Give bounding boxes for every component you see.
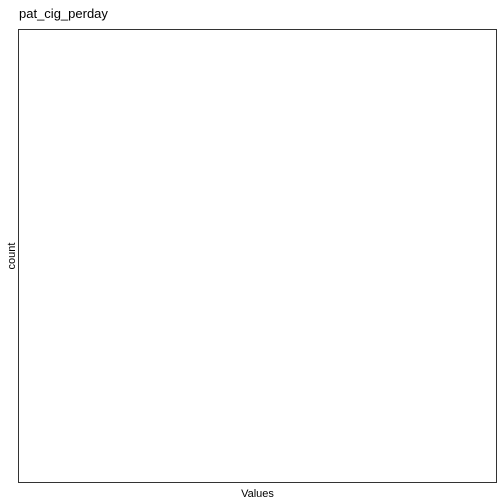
x-axis-label: Values bbox=[241, 488, 274, 500]
plot-panel bbox=[18, 29, 497, 483]
plot-area bbox=[19, 30, 496, 482]
y-axis-label: count bbox=[6, 242, 18, 270]
chart-title: pat_cig_perday bbox=[19, 6, 108, 21]
